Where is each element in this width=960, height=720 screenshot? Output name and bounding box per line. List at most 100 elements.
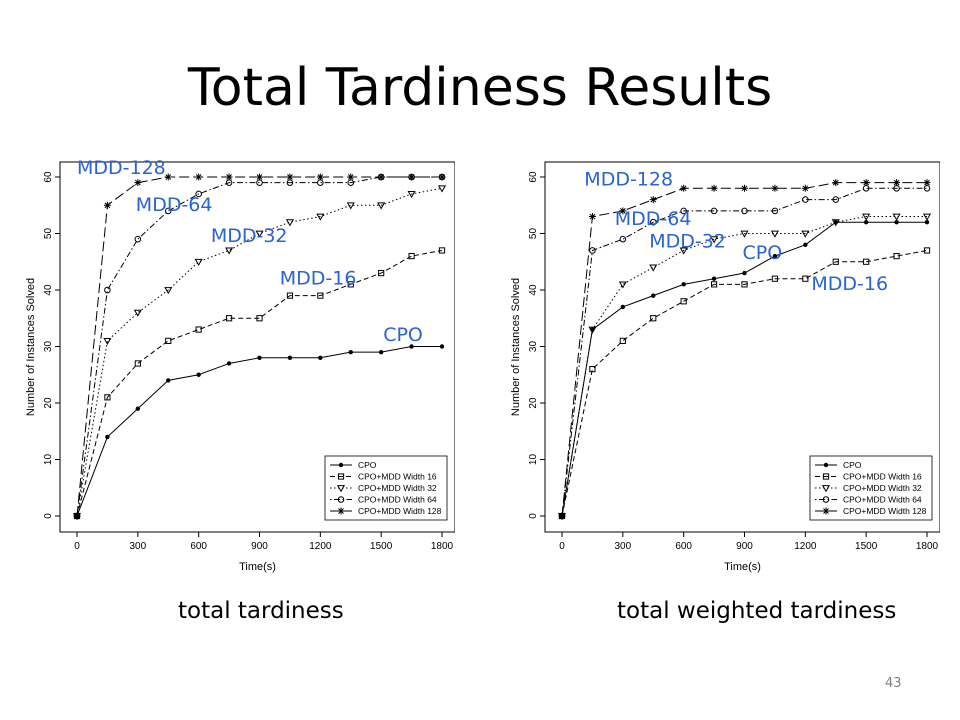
legend-entry-cpo-mdd-width-32: CPO+MDD Width 32 <box>843 483 922 493</box>
point-cpo-mdd-width-128 <box>801 184 809 192</box>
legend-entry-cpo-mdd-width-16: CPO+MDD Width 16 <box>358 472 437 482</box>
point-cpo-mdd-width-128 <box>862 179 870 187</box>
point-cpo-mdd-width-128 <box>195 173 203 181</box>
x-tick-label: 300 <box>614 541 631 552</box>
point-cpo <box>711 276 717 281</box>
y-tick-label: 50 <box>528 228 539 240</box>
y-tick-label: 60 <box>528 171 539 183</box>
point-cpo-mdd-width-32 <box>437 185 447 193</box>
point-cpo <box>803 242 808 247</box>
annotation-mdd-128: MDD-128 <box>584 168 673 190</box>
point-cpo-mdd-width-32 <box>133 309 142 317</box>
point-cpo <box>196 372 201 377</box>
point-cpo-mdd-width-64 <box>317 179 324 186</box>
point-cpo-mdd-width-16 <box>134 360 141 367</box>
point-cpo-mdd-width-128 <box>225 173 233 181</box>
point-cpo <box>409 344 414 349</box>
point-cpo-mdd-width-128 <box>103 201 111 209</box>
point-cpo-mdd-width-16 <box>408 253 415 260</box>
point-cpo-mdd-width-16 <box>802 275 809 282</box>
annotation-mdd-32: MDD-32 <box>649 231 726 253</box>
point-cpo-mdd-width-128 <box>558 512 566 520</box>
x-axis-label: Time(s) <box>724 561 761 573</box>
legend-box <box>809 455 933 521</box>
y-tick-label: 10 <box>528 454 539 466</box>
point-cpo <box>135 406 141 411</box>
point-cpo-mdd-width-16 <box>195 326 202 333</box>
legend-marker-cpo <box>338 462 344 468</box>
point-cpo-mdd-width-128 <box>680 184 688 192</box>
point-cpo-mdd-width-32 <box>588 326 597 334</box>
point-cpo-mdd-width-16 <box>225 315 233 322</box>
annotation-mdd-128: MDD-128 <box>77 157 166 179</box>
point-cpo-mdd-width-128 <box>316 173 324 181</box>
point-cpo-mdd-width-128 <box>741 184 748 192</box>
point-cpo-mdd-width-32 <box>377 202 386 210</box>
point-cpo-mdd-width-64 <box>710 207 718 215</box>
point-cpo <box>378 349 384 355</box>
legend-marker-cpo-mdd-width-32 <box>821 485 831 493</box>
y-tick-label: 40 <box>43 284 54 296</box>
point-cpo-mdd-width-32 <box>770 230 779 238</box>
point-cpo <box>620 304 626 310</box>
x-tick-label: 1200 <box>794 541 817 552</box>
annotation-mdd-16: MDD-16 <box>811 273 888 295</box>
point-cpo-mdd-width-32 <box>194 258 203 266</box>
point-cpo-mdd-width-16 <box>256 315 263 322</box>
point-cpo-mdd-width-64 <box>923 185 931 192</box>
point-cpo <box>894 220 899 225</box>
y-tick-label: 40 <box>528 284 539 296</box>
point-cpo-mdd-width-128 <box>286 173 294 181</box>
point-cpo-mdd-width-32 <box>285 219 294 227</box>
point-cpo-mdd-width-32 <box>225 247 234 255</box>
point-cpo-mdd-width-16 <box>347 281 354 288</box>
point-cpo-mdd-width-64 <box>619 235 627 243</box>
y-axis-label: Number of Instances Solved <box>25 278 37 416</box>
legend-marker-cpo-mdd-width-16 <box>337 473 345 480</box>
point-cpo-mdd-width-32 <box>618 281 627 289</box>
point-cpo-mdd-width-16 <box>378 269 385 277</box>
point-cpo-mdd-width-128 <box>619 207 627 215</box>
x-tick-label: 1500 <box>855 541 878 552</box>
point-cpo <box>318 355 323 360</box>
x-tick-label: 0 <box>559 541 565 552</box>
point-cpo-mdd-width-16 <box>771 275 779 282</box>
annotation-cpo: CPO <box>742 242 782 264</box>
point-cpo-mdd-width-64 <box>195 190 202 198</box>
legend-entry-cpo-mdd-width-64: CPO+MDD Width 64 <box>358 495 437 505</box>
point-cpo-mdd-width-128 <box>649 196 657 204</box>
point-cpo-mdd-width-32 <box>164 287 173 295</box>
point-cpo-mdd-width-128 <box>134 179 142 187</box>
point-cpo-mdd-width-16 <box>923 247 931 254</box>
y-tick-label: 50 <box>43 228 54 240</box>
y-tick-label: 10 <box>43 454 54 466</box>
series-line-cpo-mdd-width-32 <box>561 216 927 517</box>
x-tick-label: 600 <box>675 541 692 552</box>
point-cpo-mdd-width-128 <box>893 179 901 187</box>
y-tick-label: 20 <box>43 397 54 409</box>
point-cpo-mdd-width-128 <box>771 184 779 192</box>
point-cpo <box>226 361 232 366</box>
legend-marker-cpo <box>823 462 829 468</box>
point-cpo-mdd-width-16 <box>589 366 596 373</box>
legend-entry-cpo-mdd-width-32: CPO+MDD Width 32 <box>358 483 437 493</box>
legend-marker-cpo-mdd-width-64 <box>337 496 345 503</box>
point-cpo-mdd-width-64 <box>134 235 142 243</box>
y-tick-label: 30 <box>528 341 539 353</box>
x-tick-label: 1800 <box>431 541 454 552</box>
point-cpo-mdd-width-32 <box>316 213 325 221</box>
point-cpo-mdd-width-64 <box>832 196 840 203</box>
point-cpo <box>742 270 747 276</box>
point-cpo-mdd-width-32 <box>649 264 658 272</box>
point-cpo-mdd-width-32 <box>801 230 810 238</box>
legend-entry-cpo-mdd-width-64: CPO+MDD Width 64 <box>843 495 922 505</box>
annotation-cpo: CPO <box>383 324 423 346</box>
legend-entry-cpo-mdd-width-128: CPO+MDD Width 128 <box>358 506 442 516</box>
annotation-mdd-64: MDD-64 <box>136 194 213 216</box>
series-line-cpo-mdd-width-64 <box>76 176 442 517</box>
point-cpo-mdd-width-32 <box>255 230 264 238</box>
point-cpo-mdd-width-16 <box>710 281 718 288</box>
point-cpo-mdd-width-16 <box>832 258 839 265</box>
